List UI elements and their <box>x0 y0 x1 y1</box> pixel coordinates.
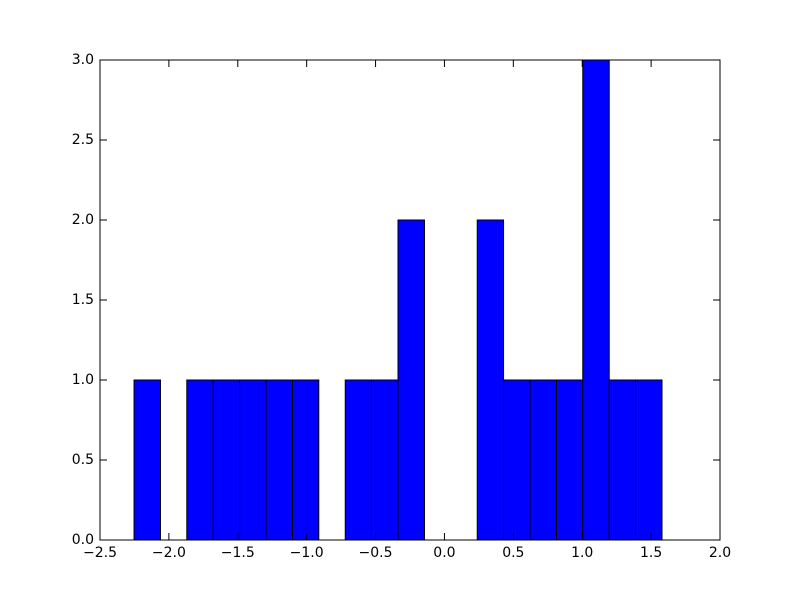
x-tick-label: −0.5 <box>359 545 393 561</box>
y-tick-label: 0.5 <box>72 452 94 468</box>
y-tick-label: 1.0 <box>72 372 94 388</box>
x-tick-label: 1.5 <box>640 545 662 561</box>
bar <box>582 59 610 541</box>
bar <box>291 379 320 541</box>
bar <box>186 379 214 541</box>
bar <box>555 379 584 541</box>
x-tick-label: −2.5 <box>83 545 117 561</box>
y-tick-label: 3.0 <box>72 52 94 68</box>
bar <box>635 379 663 541</box>
y-tick-label: 2.5 <box>72 132 94 148</box>
y-tick-label: 1.5 <box>72 292 94 308</box>
bar <box>397 219 425 541</box>
bar <box>529 379 557 541</box>
x-tick-label: 0.0 <box>433 545 455 561</box>
bar <box>371 379 399 541</box>
bar <box>265 379 293 541</box>
x-tick-label: 1.0 <box>571 545 593 561</box>
bar <box>212 379 241 541</box>
y-tick-label: 2.0 <box>72 212 94 228</box>
bar <box>133 379 161 541</box>
bar <box>503 379 531 541</box>
bar <box>608 379 637 541</box>
plot-frame <box>99 59 721 541</box>
x-tick-label: −1.5 <box>221 545 255 561</box>
x-tick-label: −2.0 <box>152 545 186 561</box>
bar <box>344 379 373 541</box>
x-tick-label: −1.0 <box>290 545 324 561</box>
x-tick-label: 2.0 <box>709 545 731 561</box>
x-tick-label: 0.5 <box>502 545 524 561</box>
bar <box>239 379 267 541</box>
y-tick-label: 0.0 <box>72 532 94 548</box>
bar <box>476 219 505 541</box>
